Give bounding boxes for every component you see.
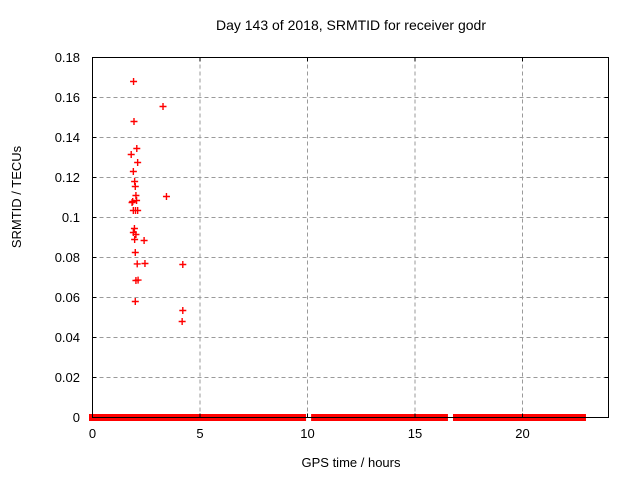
- y-tick-label: 0.06: [54, 289, 80, 305]
- plot-border: [92, 57, 609, 418]
- scatter-marker-path: [127, 78, 187, 325]
- y-tick-label: 0.18: [54, 49, 80, 65]
- y-tick-label: 0.1: [61, 209, 80, 225]
- y-tick-label: 0.02: [54, 369, 80, 385]
- y-tick-label: 0: [72, 409, 80, 425]
- y-axis-tick-labels: 0 0.02 0.04 0.06 0.08 0.1 0.12 0.14 0.16 0.18: [30, 0, 80, 480]
- grid-lines: [92, 57, 609, 418]
- x-tick-label: 5: [196, 426, 204, 441]
- x-tick-label: 0: [88, 426, 97, 441]
- y-tick-label: 0.12: [54, 169, 80, 185]
- x-tick-label: 15: [407, 426, 423, 441]
- y-tick-label: 0.04: [54, 329, 80, 345]
- y-tick-label: 0.14: [54, 129, 80, 145]
- chart-title: Day 143 of 2018, SRMTID for receiver god…: [215, 17, 486, 33]
- x-axis-tick-labels: 0 5 10 15 20: [0, 426, 640, 442]
- x-tick-label: 10: [300, 426, 315, 441]
- y-tick-label: 0.16: [54, 89, 80, 105]
- x-axis-label: GPS time / hours: [301, 455, 401, 470]
- x-tick-label: 20: [515, 426, 530, 441]
- y-tick-label: 0.08: [54, 249, 80, 265]
- axis-tick-marks: [92, 57, 609, 418]
- scatter-markers: [127, 78, 187, 325]
